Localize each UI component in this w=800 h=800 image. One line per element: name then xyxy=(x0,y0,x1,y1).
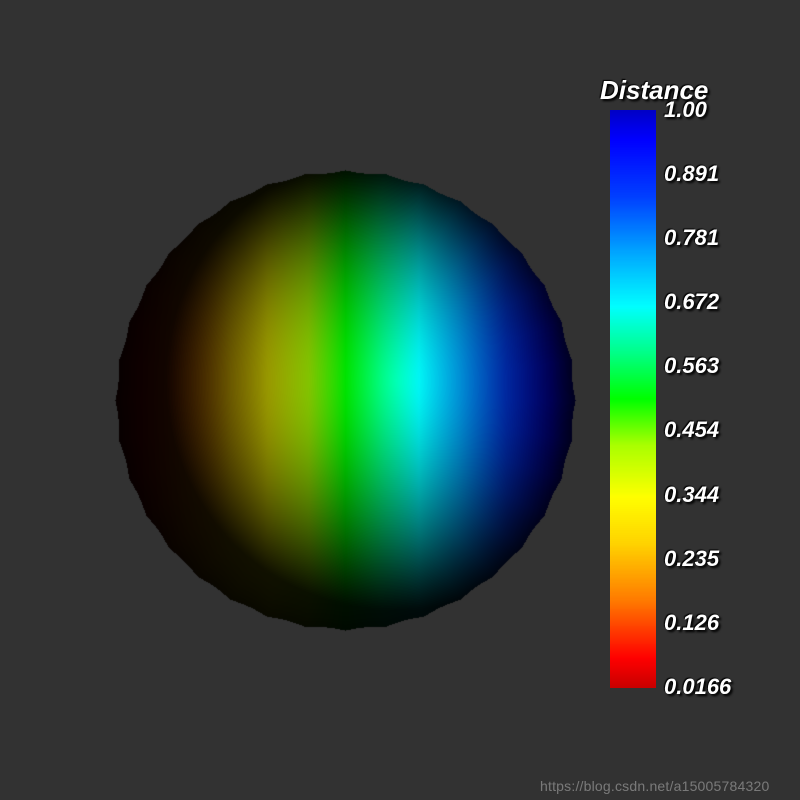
colorbar xyxy=(610,110,656,688)
visualization-stage: Distance 1.000.8910.7810.6720.5630.4540.… xyxy=(0,0,800,800)
legend-tick-label: 0.0166 xyxy=(664,674,731,700)
legend-tick-label: 1.00 xyxy=(664,97,707,123)
legend-tick-label: 0.344 xyxy=(664,482,719,508)
legend-tick-label: 0.891 xyxy=(664,161,719,187)
legend-tick-label: 0.781 xyxy=(664,225,719,251)
legend-tick-label: 0.126 xyxy=(664,610,719,636)
sphere-canvas xyxy=(111,166,579,634)
legend-tick-label: 0.235 xyxy=(664,546,719,572)
sphere-render xyxy=(111,166,579,634)
legend-tick-label: 0.563 xyxy=(664,353,719,379)
legend-tick-label: 0.672 xyxy=(664,289,719,315)
legend-tick-label: 0.454 xyxy=(664,417,719,443)
watermark-text: https://blog.csdn.net/a15005784320 xyxy=(540,778,769,794)
